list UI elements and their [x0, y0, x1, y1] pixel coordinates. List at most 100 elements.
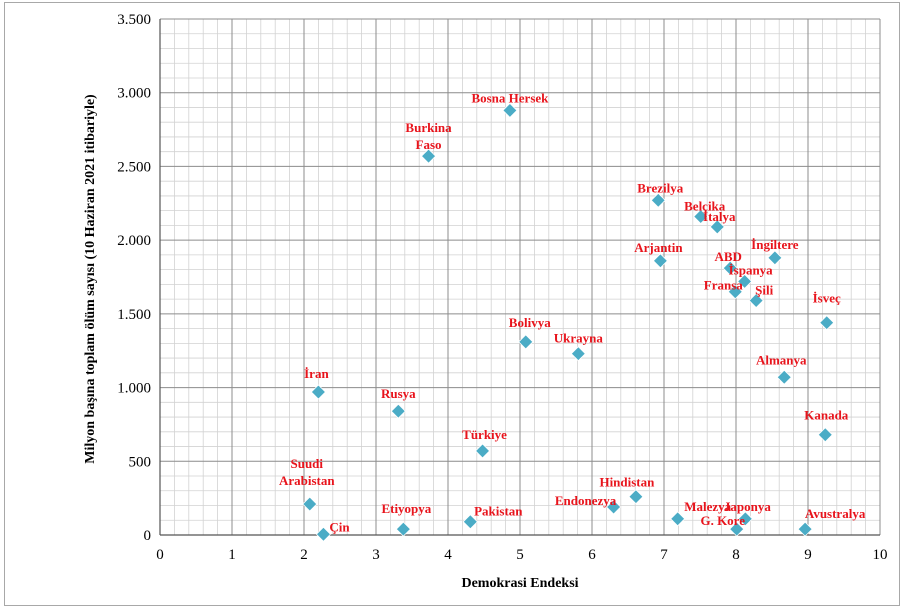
data-point — [518, 334, 534, 350]
grid — [159, 18, 881, 536]
point-label-line: Pakistan — [474, 504, 523, 519]
y-tick-label: 500 — [129, 454, 152, 470]
point-label-line: Hindistan — [599, 475, 655, 490]
point-label-line: Almanya — [756, 352, 807, 367]
point-label: G. Kore — [700, 513, 745, 528]
point-label-line: Türkiye — [462, 427, 507, 442]
point-label-line: Japonya — [724, 499, 771, 514]
data-point — [729, 521, 745, 537]
point-label-line: İspanya — [729, 262, 774, 277]
point-label-line: Çin — [329, 519, 350, 534]
data-point — [420, 148, 437, 164]
tick-labels: 0 1 2 3 4 5 6 7 8 9 10 0 500 1.000 1.500 2.000 2.500 3.00… — [117, 12, 887, 563]
point-label: Ukrayna — [554, 331, 604, 346]
point-label-line: İngiltere — [751, 237, 799, 252]
y-tick-label: 1.500 — [117, 307, 151, 323]
y-tick-label: 3.000 — [117, 86, 151, 102]
x-tick-label: 5 — [516, 547, 524, 563]
data-point — [310, 384, 326, 400]
data-point — [390, 403, 406, 419]
point-label: Hindistan — [599, 475, 655, 490]
point-label: Şili — [755, 283, 773, 298]
point-label-line: İtalya — [703, 209, 736, 224]
data-point — [628, 489, 644, 505]
point-label: İngiltere — [751, 237, 799, 252]
data-point — [709, 219, 725, 235]
data-point — [650, 192, 666, 208]
data-point — [462, 514, 478, 530]
point-label: Endonezya — [555, 493, 617, 508]
point-label-line: Endonezya — [555, 493, 617, 508]
point-label-line: Kanada — [804, 408, 849, 423]
data-point — [502, 102, 518, 118]
x-tick-label: 8 — [732, 547, 740, 563]
point-label-line: Malezya — [684, 499, 731, 514]
x-tick-label: 1 — [228, 547, 236, 563]
point-label-line: ABD — [715, 249, 742, 264]
point-label: ABD — [715, 249, 742, 264]
point-label-line: G. Kore — [700, 513, 745, 528]
point-label-line: Belçika — [684, 199, 726, 214]
point-label-line: Ukrayna — [554, 331, 604, 346]
x-tick-label: 10 — [873, 547, 888, 563]
point-label: İran — [304, 366, 329, 381]
point-label: Rusya — [381, 386, 416, 401]
data-point — [748, 293, 764, 309]
data-point — [474, 443, 491, 459]
point-label: Etiyopya — [381, 501, 431, 516]
point-label: Arjantin — [634, 240, 683, 255]
data-points — [302, 102, 835, 542]
point-label-line: Burkina — [405, 120, 452, 135]
point-label-line: Avustralya — [805, 506, 866, 521]
data-point — [722, 260, 738, 276]
point-label: Bosna Hersek — [471, 90, 549, 105]
point-labels: Bosna Hersek Burkina Faso BrezilyaBelçikaİt… — [279, 90, 866, 534]
point-label-line: Brezilya — [637, 180, 683, 195]
y-tick-label: 1.000 — [117, 381, 151, 397]
point-label-line: Bolivya — [509, 315, 551, 330]
point-label-line: Suudi — [290, 456, 323, 471]
data-point — [737, 511, 753, 527]
x-axis-title: Demokrasi Endeksi — [461, 576, 578, 591]
x-tick-label: 6 — [588, 547, 596, 563]
data-point — [817, 427, 833, 443]
point-label: Çin — [329, 519, 350, 534]
point-label: Malezya — [684, 499, 731, 514]
point-label-line: Şili — [755, 283, 773, 298]
data-point — [727, 284, 743, 300]
point-label-line: Fransa — [704, 278, 744, 293]
point-label: Brezilya — [637, 180, 683, 195]
point-label: Burkina Faso — [405, 120, 452, 152]
data-point — [652, 253, 668, 269]
point-label-line: Rusya — [381, 386, 416, 401]
point-label: Suudi Arabistan — [279, 456, 335, 488]
axes — [159, 19, 880, 536]
x-tick-label: 9 — [804, 547, 812, 563]
point-label: Türkiye — [462, 427, 507, 442]
data-point — [670, 511, 686, 527]
x-tick-label: 4 — [444, 547, 452, 563]
point-label-line: Arabistan — [279, 473, 335, 488]
point-label: Almanya — [756, 352, 807, 367]
x-tick-label: 7 — [660, 547, 668, 563]
x-tick-label: 0 — [156, 547, 164, 563]
point-label-line: Etiyopya — [381, 501, 431, 516]
data-point — [819, 315, 835, 331]
point-label: Kanada — [804, 408, 849, 423]
data-point — [767, 250, 783, 266]
point-label: Fransa — [704, 278, 744, 293]
point-label: Bolivya — [509, 315, 551, 330]
point-label: Pakistan — [474, 504, 523, 519]
data-point — [302, 496, 318, 512]
point-label: İsveç — [813, 291, 841, 306]
data-point — [315, 526, 332, 542]
data-point — [693, 208, 709, 225]
data-point — [776, 369, 792, 385]
point-label-line: İsveç — [813, 291, 841, 306]
y-tick-label: 2.500 — [117, 159, 151, 175]
data-point — [797, 521, 813, 537]
point-label: Avustralya — [805, 506, 866, 521]
point-label-line: Bosna Hersek — [471, 90, 549, 105]
point-label: İspanya — [729, 262, 774, 277]
